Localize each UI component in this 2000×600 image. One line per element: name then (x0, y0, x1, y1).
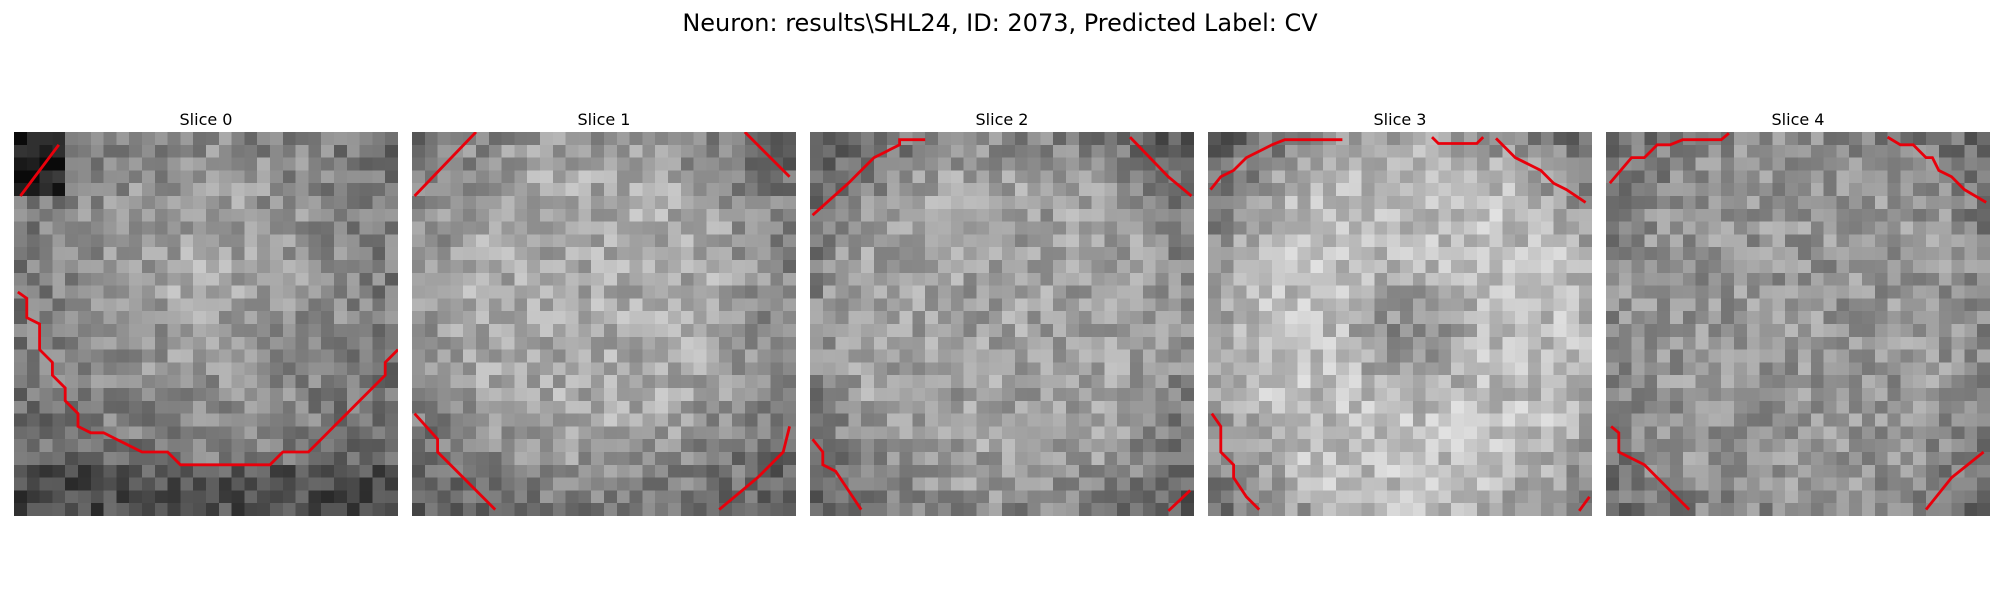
contour-line-2c (811, 438, 863, 511)
contour-line-4a (1608, 132, 1730, 185)
contour-line-3a (1209, 138, 1343, 191)
slice-title-4: Slice 4 (1771, 110, 1825, 129)
slice-image-0 (14, 132, 398, 516)
slice-panel-3: Slice 3 (1208, 108, 1592, 516)
slice-image-4 (1606, 132, 1990, 516)
slice-panel-4: Slice 4 (1606, 108, 1990, 516)
pixel-grid-4 (1606, 132, 1990, 516)
pixel-grid-2 (810, 132, 1194, 516)
contour-line-3d (1210, 412, 1261, 511)
contour-line-2a (811, 138, 926, 217)
slice-panel-0: Slice 0 (14, 108, 398, 516)
contour-line-2d (1167, 489, 1192, 512)
contour-line-4d (1924, 450, 1985, 511)
slice-image-3 (1208, 132, 1592, 516)
pixel-grid-1 (412, 132, 796, 516)
contour-line-0a (19, 143, 60, 197)
contour-line-3e (1578, 495, 1591, 512)
slice-title-3: Slice 3 (1373, 110, 1427, 129)
slice-image-1 (412, 132, 796, 516)
contour-line-1c (413, 412, 497, 511)
contour-line-1b (743, 132, 791, 178)
slice-panel-1: Slice 1 (412, 108, 796, 516)
slice-image-2 (810, 132, 1194, 516)
contour-line-4b (1886, 135, 1987, 204)
contour-line-3c (1495, 137, 1587, 204)
contour-line-3b (1431, 136, 1485, 145)
contour-line-4c (1610, 425, 1691, 511)
slice-title-0: Slice 0 (179, 110, 233, 129)
contour-line-1d (718, 426, 791, 511)
slice-title-2: Slice 2 (975, 110, 1029, 129)
slice-title-1: Slice 1 (577, 110, 631, 129)
contour-line-0b (17, 290, 398, 467)
figure-title: Neuron: results\SHL24, ID: 2073, Predict… (682, 9, 1318, 37)
contour-line-1a (413, 132, 478, 197)
pixel-grid-3 (1208, 132, 1592, 516)
slice-panel-2: Slice 2 (810, 108, 1194, 516)
pixel-grid-0 (14, 132, 398, 516)
contour-line-2b (1128, 136, 1193, 198)
